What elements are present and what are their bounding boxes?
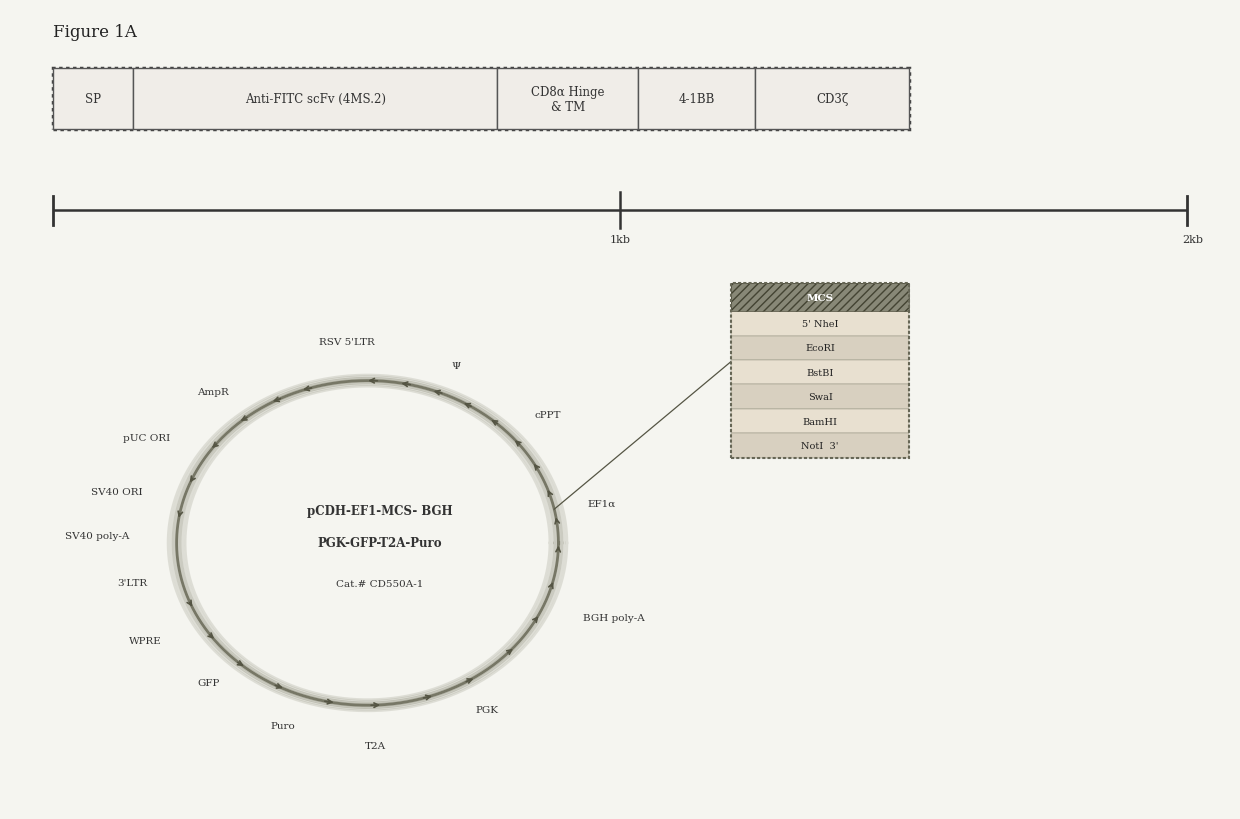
Bar [730,284,909,312]
Text: RSV 5'LTR: RSV 5'LTR [320,337,374,346]
Bar [497,69,639,130]
Bar [730,336,909,360]
Text: EcoRI: EcoRI [805,344,835,353]
Text: 4-1BB: 4-1BB [678,93,715,106]
Bar [134,69,497,130]
Text: SV40 ORI: SV40 ORI [91,487,143,496]
Text: PGK: PGK [475,705,498,714]
Text: SwaI: SwaI [807,392,832,401]
Bar [730,284,909,312]
Text: AmpR: AmpR [197,388,229,397]
Bar [639,69,755,130]
Text: MCS: MCS [806,293,833,302]
Bar [755,69,909,130]
Text: T2A: T2A [365,741,386,750]
Text: BamHI: BamHI [802,417,838,426]
Text: GFP: GFP [197,679,219,687]
Text: 3'LTR: 3'LTR [117,578,148,587]
Text: SV40 poly-A: SV40 poly-A [64,532,129,541]
Text: WPRE: WPRE [129,636,162,645]
Text: Ψ: Ψ [451,361,461,370]
Bar [730,385,909,410]
Text: NotI  3': NotI 3' [801,441,839,450]
Text: EF1α: EF1α [588,499,616,508]
Text: Puro: Puro [270,721,295,730]
Text: Figure 1A: Figure 1A [53,25,138,42]
Bar [53,69,909,130]
Text: Anti-FITC scFv (4MS.2): Anti-FITC scFv (4MS.2) [244,93,386,106]
Text: 5' NheI: 5' NheI [802,319,838,328]
Text: BGH poly-A: BGH poly-A [584,613,645,622]
Text: PGK-GFP-T2A-Puro: PGK-GFP-T2A-Puro [317,536,443,550]
Text: cPPT: cPPT [534,411,562,420]
Text: 1kb: 1kb [610,235,630,245]
Bar [730,312,909,336]
Bar [53,69,134,130]
Text: Cat.# CD550A-1: Cat.# CD550A-1 [336,579,424,588]
Text: BstBI: BstBI [806,369,833,378]
Text: 2kb: 2kb [1182,235,1203,245]
Bar [730,410,909,434]
Text: pUC ORI: pUC ORI [123,434,170,443]
Text: CD3ζ: CD3ζ [816,93,848,106]
Bar [730,360,909,385]
Text: SP: SP [86,93,102,106]
Bar [730,284,909,458]
Bar [730,434,909,458]
Text: pCDH-EF1-MCS- BGH: pCDH-EF1-MCS- BGH [308,505,453,518]
Text: CD8α Hinge
& TM: CD8α Hinge & TM [531,85,604,113]
